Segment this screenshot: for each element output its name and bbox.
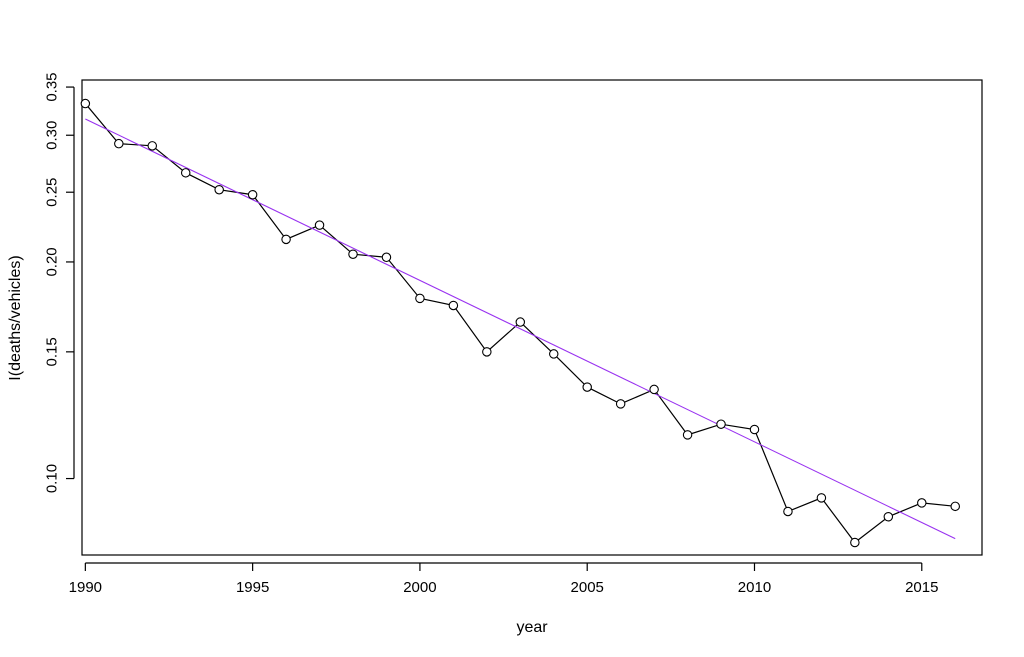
x-tick-label: 2010 xyxy=(738,579,771,596)
x-tick-label: 2000 xyxy=(403,579,436,596)
data-point xyxy=(950,501,960,512)
data-point xyxy=(80,98,91,109)
y-tick-label: 0.35 xyxy=(44,72,61,101)
data-point xyxy=(582,382,592,392)
data-point xyxy=(415,293,425,304)
x-tick-label: 1995 xyxy=(236,579,269,596)
data-point xyxy=(783,506,793,517)
y-tick-label: 0.15 xyxy=(44,337,61,366)
data-point xyxy=(247,189,258,200)
y-axis-label: I(deaths/vehicles) xyxy=(7,255,24,380)
data-point xyxy=(682,430,693,440)
x-axis-label: year xyxy=(516,619,548,636)
data-point xyxy=(515,317,526,327)
y-tick-label: 0.20 xyxy=(44,247,61,276)
data-point xyxy=(716,419,726,429)
x-tick-label: 1990 xyxy=(69,579,102,596)
y-tick-label: 0.10 xyxy=(44,464,61,493)
data-point xyxy=(448,300,459,311)
data-point xyxy=(348,249,358,259)
data-point xyxy=(850,537,860,548)
data-point xyxy=(180,168,191,178)
data-point xyxy=(816,493,827,503)
data-point xyxy=(381,252,392,263)
data-point xyxy=(114,138,124,149)
data-point xyxy=(281,234,291,245)
data-point xyxy=(147,141,158,151)
y-tick-label: 0.25 xyxy=(44,178,61,207)
data-point xyxy=(615,399,626,409)
plot-frame xyxy=(81,79,983,556)
data-point xyxy=(749,424,760,435)
data-point xyxy=(482,347,492,357)
data-point xyxy=(214,184,224,195)
y-axis: 0.10 0.15 0.20 0.25 0.30 0.35 xyxy=(44,72,75,493)
data-point xyxy=(649,384,659,395)
data-point xyxy=(883,511,894,522)
data-point xyxy=(917,498,927,508)
y-tick-label: 0.30 xyxy=(44,121,61,150)
x-axis: 1990 1995 2000 2005 2010 2015 xyxy=(69,562,938,596)
trend-line xyxy=(85,118,956,540)
x-tick-label: 2015 xyxy=(905,579,938,596)
data-point xyxy=(548,349,559,359)
series-layer xyxy=(80,98,960,548)
data-point xyxy=(314,220,325,230)
x-tick-label: 2005 xyxy=(571,579,604,596)
